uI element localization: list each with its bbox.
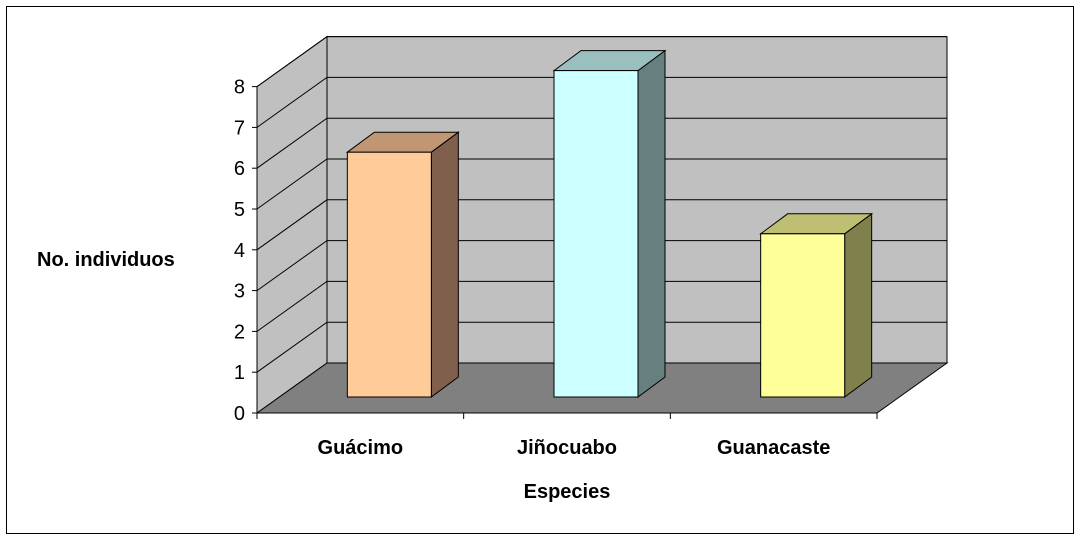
gridline: [256, 199, 947, 251]
bar-front: [760, 233, 846, 398]
bar-side: [637, 49, 666, 398]
bar-guácimo: [345, 131, 460, 398]
y-tick-label: 1: [234, 362, 245, 384]
y-tick-label: 5: [234, 199, 245, 221]
gridlines: [256, 36, 947, 373]
gridline: [256, 76, 947, 128]
gridline: [256, 280, 947, 332]
y-tick-label: 7: [234, 117, 245, 139]
bar-front: [553, 70, 639, 398]
axes: [252, 86, 878, 419]
bar-front: [346, 151, 432, 398]
bars: [345, 49, 874, 398]
x-tick-label: Jiñocuabo: [517, 437, 617, 459]
y-tick-label: 3: [234, 281, 245, 303]
gridline: [256, 240, 947, 292]
y-tick-label: 8: [234, 77, 245, 99]
x-axis-title: Especies: [524, 481, 611, 503]
bar-side: [430, 131, 459, 398]
gridline: [256, 117, 947, 169]
chart-frame: 0 1 2 3 4 5 6 7 8 Guácimo Jiñocuabo Guanacaste No.…: [6, 6, 1074, 534]
gridline: [256, 321, 947, 373]
bar-jiñocuabo: [552, 49, 667, 398]
y-axis-title: No. individuos: [37, 249, 175, 271]
y-tick-label: 2: [234, 321, 245, 343]
y-tick-label: 4: [234, 240, 245, 262]
x-tick-labels: Guácimo Jiñocuabo Guanacaste: [318, 437, 831, 459]
gridline: [256, 158, 947, 210]
y-tick-label: 0: [234, 403, 245, 425]
bar-guanacaste: [759, 212, 874, 398]
x-tick-label: Guanacaste: [717, 437, 830, 459]
y-tick-label: 6: [234, 158, 245, 180]
y-tick-labels: 0 1 2 3 4 5 6 7 8: [234, 77, 245, 425]
bar-side: [844, 212, 873, 398]
x-tick-label: Guácimo: [318, 437, 404, 459]
gridline: [256, 36, 947, 88]
